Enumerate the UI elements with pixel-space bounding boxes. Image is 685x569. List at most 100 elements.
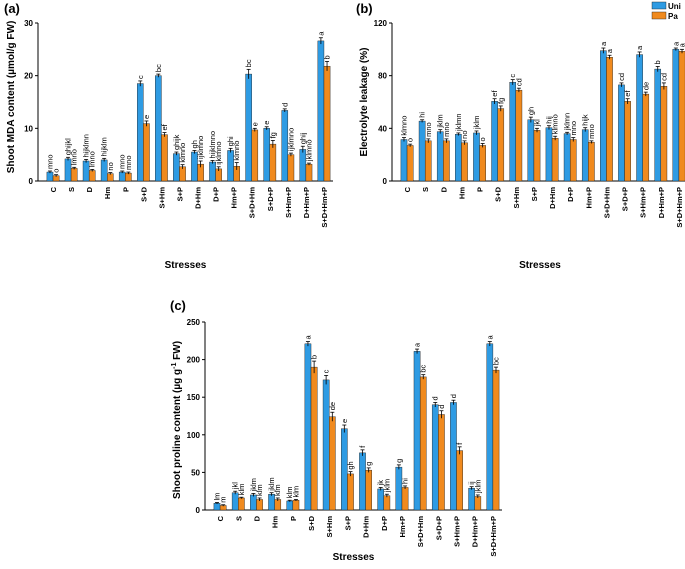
significance-label: mno	[118, 154, 127, 169]
bar-pa-S+D+Hm+P	[323, 65, 331, 182]
significance-label: bc	[244, 59, 253, 67]
bar-uni-D	[250, 494, 257, 511]
bar-uni-S+Hm	[322, 379, 330, 511]
panel-label-a: (a)	[4, 1, 20, 16]
category-label: S+Hm+P	[284, 187, 293, 218]
significance-label: jklm	[267, 477, 276, 491]
y-tick-label: 120	[374, 19, 388, 28]
bar-pa-Hm	[274, 499, 282, 511]
significance-label: c	[508, 74, 517, 78]
significance-label: ij	[467, 481, 476, 485]
significance-label: c	[322, 369, 331, 373]
significance-label: klm	[285, 487, 294, 499]
category-label: D	[85, 186, 94, 192]
bar-uni-D+Hm	[545, 127, 553, 182]
bar-pa-S+Hm	[329, 416, 336, 511]
significance-label: jklm	[473, 480, 482, 494]
category-label: S+Hm	[512, 187, 521, 209]
significance-label: mno	[424, 122, 433, 137]
chart-a: (a) 0 10 20 30 Shoot MDA content (µmol/g FW) S…	[4, 1, 333, 271]
bar-pa-Hm	[107, 173, 114, 182]
significance-label: e	[340, 419, 349, 423]
bar-pa-D	[256, 499, 263, 511]
category-label: D+Hm+P	[302, 187, 311, 218]
bar-uni-C	[213, 503, 221, 511]
bar-pa-S+D	[143, 123, 150, 182]
category-label: S+D+Hm	[416, 516, 425, 548]
category-label: Hm	[271, 516, 280, 528]
category-label: S	[421, 187, 430, 192]
bar-uni-S+D+P	[618, 84, 625, 182]
bar-uni-Hm+P	[395, 466, 403, 511]
significance-label: a	[599, 41, 608, 46]
bar-pa-D	[88, 170, 96, 182]
bar-pa-D+Hm+P	[305, 163, 313, 182]
significance-label: ijklmno	[286, 128, 295, 151]
significance-label: ef	[160, 123, 169, 130]
significance-label: lmno	[70, 149, 79, 165]
bar-pa-S+D+Hm+P	[492, 369, 500, 511]
bar-uni-D+Hm	[359, 452, 366, 511]
category-label: D	[439, 186, 448, 192]
category-label: C	[403, 186, 412, 192]
category-label: Hm+P	[584, 187, 593, 208]
significance-label: cd	[514, 78, 523, 86]
category-label: D+Hm	[194, 187, 203, 209]
category-label: C	[216, 515, 225, 521]
significance-label: hij	[544, 116, 553, 124]
category-label: S+D+Hm+P	[675, 187, 684, 228]
category-label: S+Hm+P	[639, 187, 648, 218]
significance-label: no	[460, 130, 469, 138]
significance-label: a	[316, 31, 325, 36]
significance-label: klm	[273, 484, 282, 496]
y-axis-title: Shoot MDA content (µmol/g FW)	[6, 21, 17, 174]
category-label: S+P	[530, 187, 539, 201]
significance-label: hijk	[581, 114, 590, 126]
legend-swatch-uni	[651, 1, 667, 10]
significance-label: bc	[491, 357, 500, 365]
significance-label: gh	[346, 461, 355, 469]
bar-uni-S+Hm+P	[450, 402, 457, 511]
bar-pa-P	[125, 172, 132, 182]
significance-label: lmno	[88, 151, 97, 167]
significance-label: e	[262, 121, 271, 125]
bar-pa-D+Hm+P	[660, 85, 668, 182]
significance-label: a	[635, 45, 644, 50]
significance-label: d	[437, 405, 446, 409]
significance-label: mno	[124, 155, 133, 170]
category-label: S+D+P	[266, 187, 275, 211]
significance-label: jklm	[436, 114, 445, 128]
bar-uni-D	[436, 131, 444, 182]
category-label: P	[476, 187, 485, 192]
significance-label: gh	[526, 107, 535, 115]
significance-label: klmno	[178, 143, 187, 163]
y-tick-label: 30	[24, 19, 33, 28]
significance-label: jklmn	[563, 113, 572, 132]
category-label: D+Hm+P	[657, 187, 666, 218]
bar-pa-S+Hm+P	[287, 154, 295, 182]
significance-label: klmno	[232, 141, 241, 161]
bar-uni-S+D+Hm+P	[486, 343, 494, 511]
category-label: C	[49, 186, 58, 192]
significance-label: fg	[496, 98, 505, 104]
significance-label: m	[219, 496, 228, 502]
category-label: S+D	[139, 186, 148, 201]
bar-pa-S+Hm+P	[642, 93, 650, 182]
bar-pa-D+Hm	[365, 469, 372, 511]
y-tick-label: 200	[187, 356, 201, 365]
bar-pa-S+Hm	[161, 134, 168, 182]
significance-label: a	[413, 342, 422, 347]
category-label: S+D+Hm+P	[320, 187, 329, 228]
significance-label: mno	[569, 121, 578, 136]
category-label: D+P	[566, 187, 575, 202]
bar-pa-Hm	[461, 142, 468, 182]
significance-label: ghijk	[172, 134, 181, 150]
bar-pa-Hm+P	[401, 487, 409, 511]
bar-uni-S+D+Hm+P	[672, 49, 680, 182]
significance-label: a	[485, 335, 494, 340]
bar-pa-Hm+P	[588, 141, 595, 182]
significance-label: de	[328, 402, 337, 410]
category-label: Hm+P	[230, 187, 239, 208]
y-axis-title: Shoot proline content (µg g-1 FW)	[171, 341, 183, 499]
